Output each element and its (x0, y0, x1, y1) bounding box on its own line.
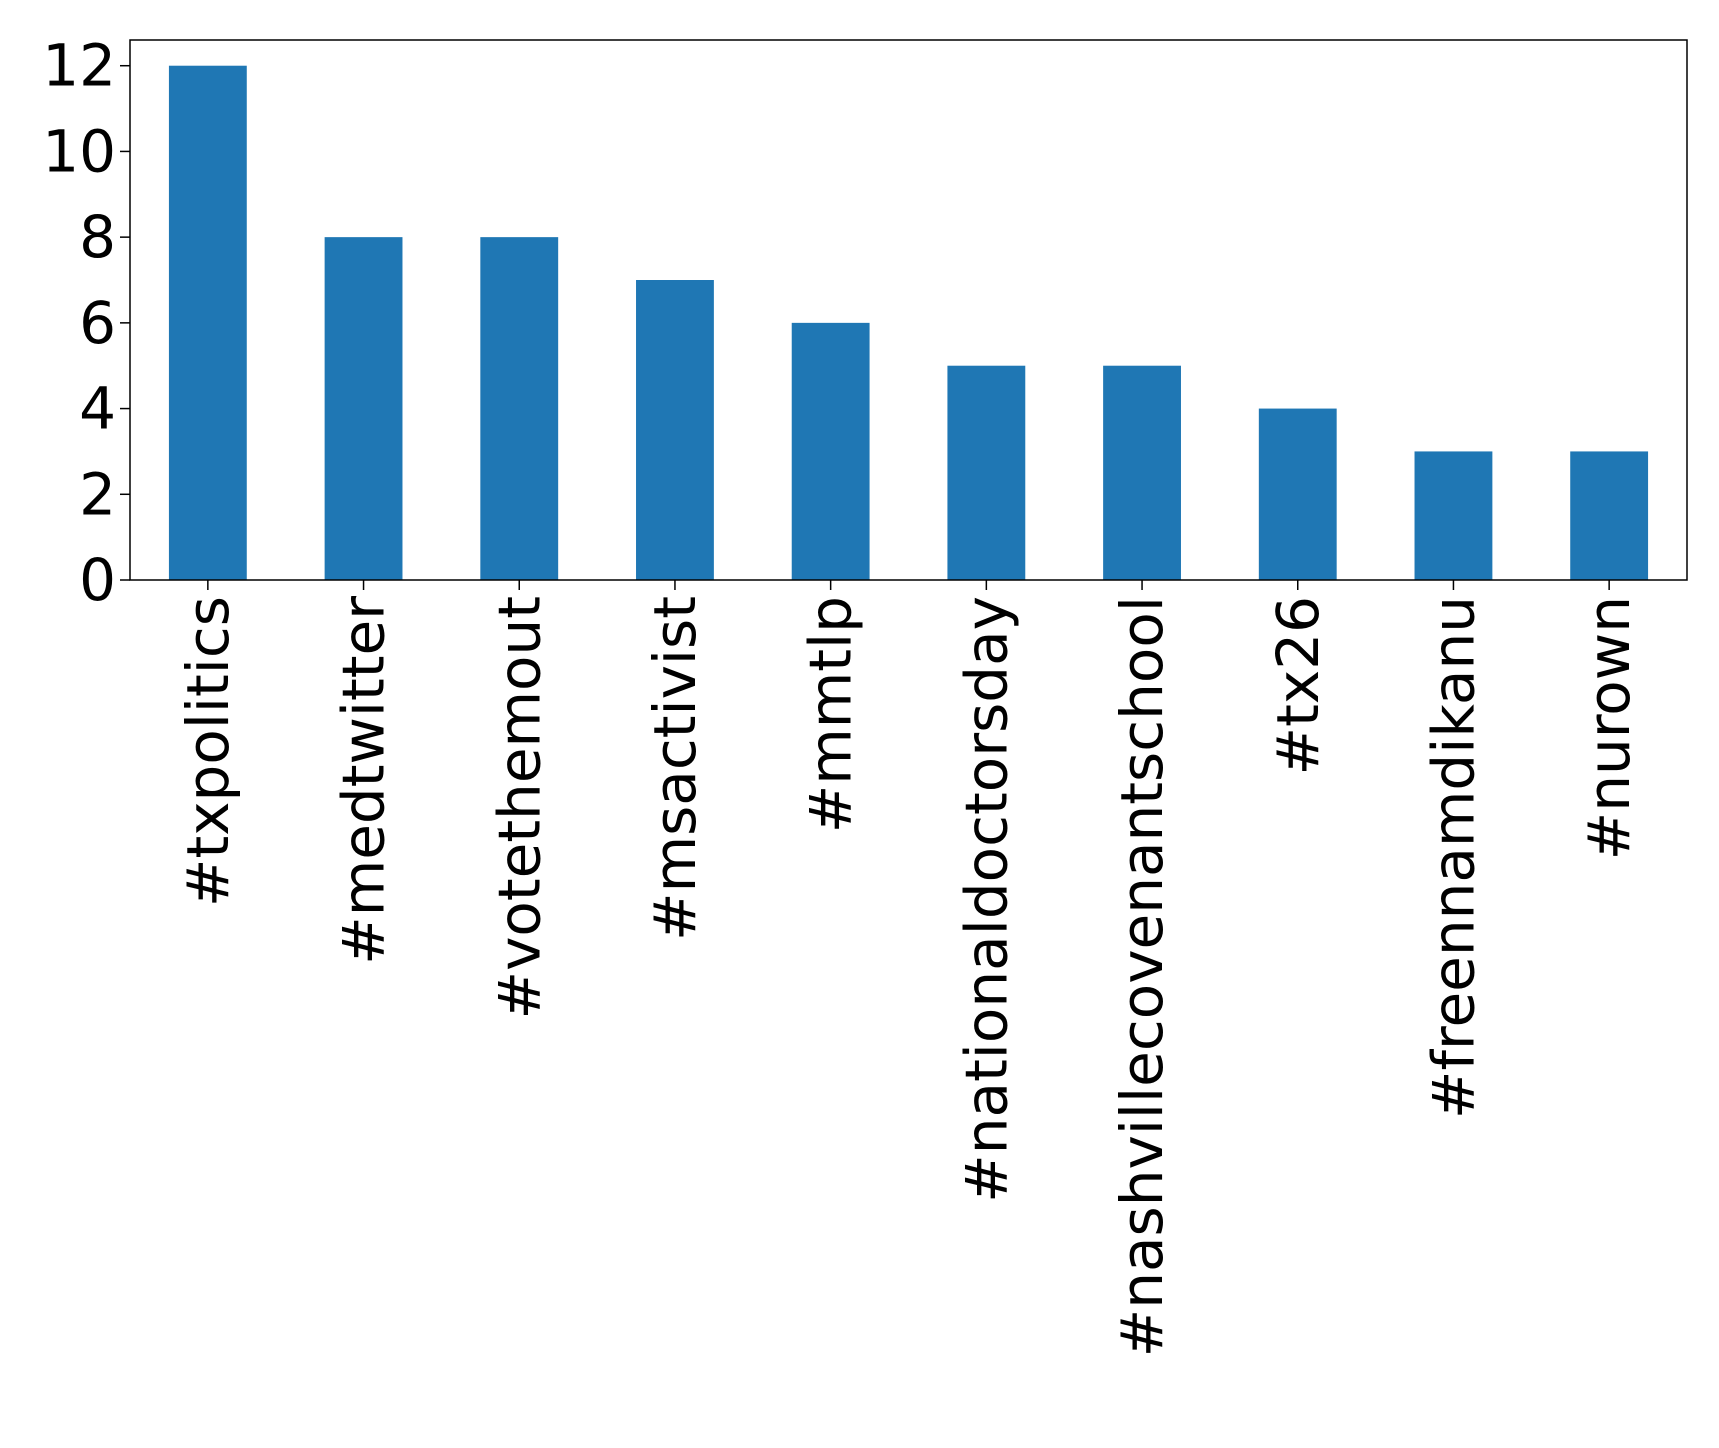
bar-nashvillecovenantschool (1103, 365, 1181, 580)
plot-frame (129, 39, 1688, 581)
x-tick-label: #nurown (1575, 596, 1643, 860)
bars-group (168, 65, 1649, 580)
x-tick-label: #msactivist (641, 596, 709, 941)
bar-nationaldoctorsday (947, 365, 1026, 580)
bar-tx26 (1258, 408, 1337, 580)
x-tick-label: #nationaldoctorsday (952, 596, 1020, 1203)
y-tick-label: 8 (79, 203, 116, 271)
x-axis-ticks: #txpolitics #medtwitter #votethemout #msact… (174, 580, 1643, 1357)
x-tick-label: #txpolitics (174, 596, 242, 907)
y-tick-label: 0 (79, 546, 116, 614)
x-tick-label: #freennamdikanu (1419, 596, 1487, 1119)
y-tick-label: 6 (79, 289, 116, 357)
bar-nurown (1570, 451, 1649, 580)
bar-votethemout (480, 237, 559, 580)
x-tick-label: #tx26 (1264, 596, 1332, 775)
y-axis-ticks: 0 2 4 6 8 10 12 (42, 32, 130, 614)
x-tick-label: #medtwitter (330, 596, 398, 965)
y-tick-label: 2 (79, 460, 116, 528)
bar-msactivist (636, 280, 714, 580)
x-tick-label: #nashvillecovenantschool (1108, 596, 1176, 1357)
y-tick-label: 10 (42, 117, 116, 185)
x-tick-label: #votethemout (485, 596, 553, 1020)
x-tick-label: #mmtlp (797, 596, 865, 833)
bar-mmtlp (791, 322, 870, 580)
bar-freennamdikanu (1414, 451, 1493, 580)
y-tick-label: 12 (42, 32, 116, 100)
bar-txpolitics (168, 65, 247, 580)
y-tick-label: 4 (79, 375, 116, 443)
bar-medtwitter (324, 237, 403, 580)
